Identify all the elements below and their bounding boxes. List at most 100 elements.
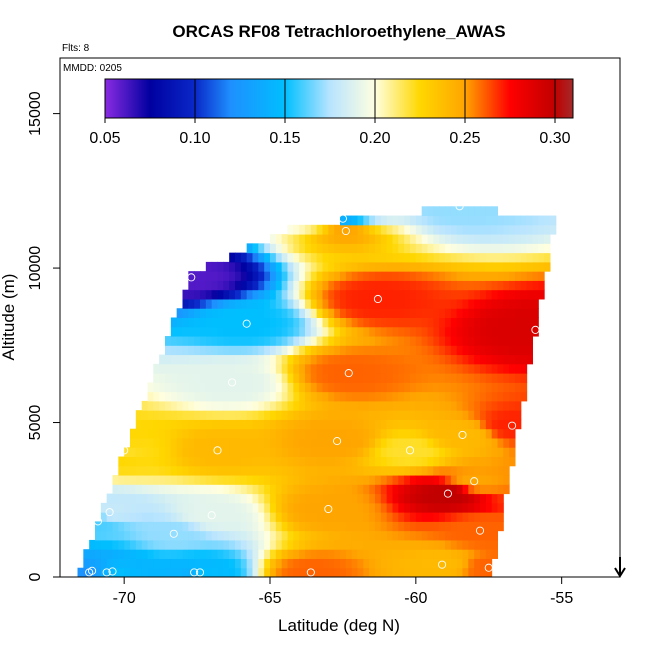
heatmap-cell bbox=[270, 521, 277, 532]
heatmap-cell bbox=[509, 363, 516, 374]
heatmap-cell bbox=[468, 493, 475, 504]
heatmap-cell bbox=[357, 215, 364, 226]
heatmap-cell bbox=[485, 465, 493, 476]
heatmap-cell bbox=[334, 308, 341, 318]
heatmap-cell bbox=[445, 567, 452, 577]
heatmap-cell bbox=[351, 326, 358, 337]
heatmap-cell bbox=[118, 475, 125, 485]
heatmap-cell bbox=[480, 336, 487, 346]
heatmap-cell bbox=[415, 373, 423, 383]
heatmap-cell bbox=[159, 567, 166, 577]
heatmap-cell bbox=[445, 382, 452, 393]
heatmap-cell bbox=[491, 280, 498, 291]
heatmap-cell bbox=[462, 549, 469, 559]
heatmap-cell bbox=[410, 308, 417, 318]
heatmap-cell bbox=[433, 465, 440, 476]
heatmap-cell bbox=[468, 243, 475, 254]
heatmap-cell bbox=[235, 567, 242, 577]
heatmap-cell bbox=[299, 326, 306, 337]
heatmap-cell bbox=[421, 354, 428, 365]
heatmap-cell bbox=[334, 549, 341, 559]
heatmap-cell bbox=[520, 317, 528, 328]
heatmap-cell bbox=[246, 298, 253, 309]
heatmap-cell bbox=[281, 336, 288, 346]
heatmap-cell bbox=[450, 410, 458, 420]
heatmap-cell bbox=[165, 373, 172, 383]
heatmap-cell bbox=[334, 234, 341, 244]
heatmap-cell bbox=[456, 317, 463, 328]
heatmap-cell bbox=[421, 410, 428, 420]
heatmap-cell bbox=[176, 437, 183, 448]
heatmap-cell bbox=[316, 512, 323, 522]
heatmap-cell bbox=[363, 336, 370, 346]
heatmap-cell bbox=[328, 234, 335, 244]
heatmap-cell bbox=[240, 539, 248, 550]
heatmap-cell bbox=[211, 391, 218, 402]
heatmap-cell bbox=[141, 521, 148, 532]
heatmap-cell bbox=[456, 215, 463, 226]
heatmap-cell bbox=[439, 484, 446, 495]
heatmap-cell bbox=[421, 456, 428, 467]
heatmap-cell bbox=[369, 428, 376, 439]
heatmap-cell bbox=[322, 484, 329, 495]
heatmap-cell bbox=[421, 206, 428, 217]
heatmap-cell bbox=[456, 493, 463, 504]
heatmap-cell bbox=[380, 382, 388, 393]
heatmap-cell bbox=[357, 298, 364, 309]
heatmap-cell bbox=[124, 484, 131, 495]
heatmap-cell bbox=[427, 475, 434, 485]
heatmap-cell bbox=[380, 456, 388, 467]
sample-point bbox=[484, 563, 493, 572]
heatmap-cell bbox=[503, 484, 510, 495]
heatmap-cell bbox=[205, 456, 213, 467]
heatmap-cell bbox=[176, 465, 183, 476]
heatmap-cell bbox=[316, 428, 323, 439]
sample-point bbox=[242, 319, 251, 328]
heatmap-cell bbox=[135, 475, 143, 485]
heatmap-cell bbox=[223, 400, 230, 411]
heatmap-cell bbox=[340, 252, 347, 263]
heatmap-cell bbox=[205, 493, 213, 504]
heatmap-cell bbox=[240, 382, 248, 393]
heatmap-cell bbox=[217, 502, 224, 513]
heatmap-cell bbox=[176, 558, 183, 569]
heatmap-cell bbox=[450, 549, 458, 559]
heatmap-cell bbox=[427, 567, 434, 577]
heatmap-cell bbox=[229, 539, 236, 550]
heatmap-cell bbox=[328, 252, 335, 263]
heatmap-cell bbox=[200, 512, 207, 522]
heatmap-cell bbox=[106, 502, 113, 513]
heatmap-cell bbox=[124, 465, 131, 476]
heatmap-cell bbox=[159, 400, 166, 411]
heatmap-cell bbox=[305, 271, 312, 281]
heatmap-cell bbox=[363, 539, 370, 550]
heatmap-cell bbox=[258, 539, 265, 550]
heatmap-cell bbox=[497, 400, 504, 411]
heatmap-cell bbox=[223, 326, 230, 337]
heatmap-cell bbox=[305, 243, 312, 254]
heatmap-cell bbox=[182, 373, 189, 383]
heatmap-cell bbox=[415, 308, 423, 318]
heatmap-cell bbox=[310, 456, 318, 467]
heatmap-cell bbox=[217, 549, 224, 559]
heatmap-cell bbox=[310, 419, 318, 430]
heatmap-cell bbox=[450, 271, 458, 281]
heatmap-cell bbox=[252, 271, 259, 281]
heatmap-cell bbox=[439, 567, 446, 577]
heatmap-cell bbox=[328, 465, 335, 476]
heatmap-cell bbox=[246, 512, 253, 522]
heatmap-cell bbox=[270, 280, 277, 291]
heatmap-cell bbox=[287, 308, 294, 318]
heatmap-cell bbox=[485, 271, 493, 281]
heatmap-cell bbox=[147, 456, 154, 467]
heatmap-cell bbox=[415, 400, 423, 411]
heatmap-cell bbox=[345, 437, 353, 448]
heatmap-cell bbox=[526, 215, 533, 226]
heatmap-cell bbox=[485, 261, 493, 272]
heatmap-cell bbox=[404, 437, 411, 448]
heatmap-cell bbox=[252, 243, 259, 254]
heatmap-cell bbox=[480, 567, 487, 577]
heatmap-cell bbox=[351, 493, 358, 504]
heatmap-cell bbox=[246, 289, 253, 300]
heatmap-cell bbox=[293, 530, 300, 541]
